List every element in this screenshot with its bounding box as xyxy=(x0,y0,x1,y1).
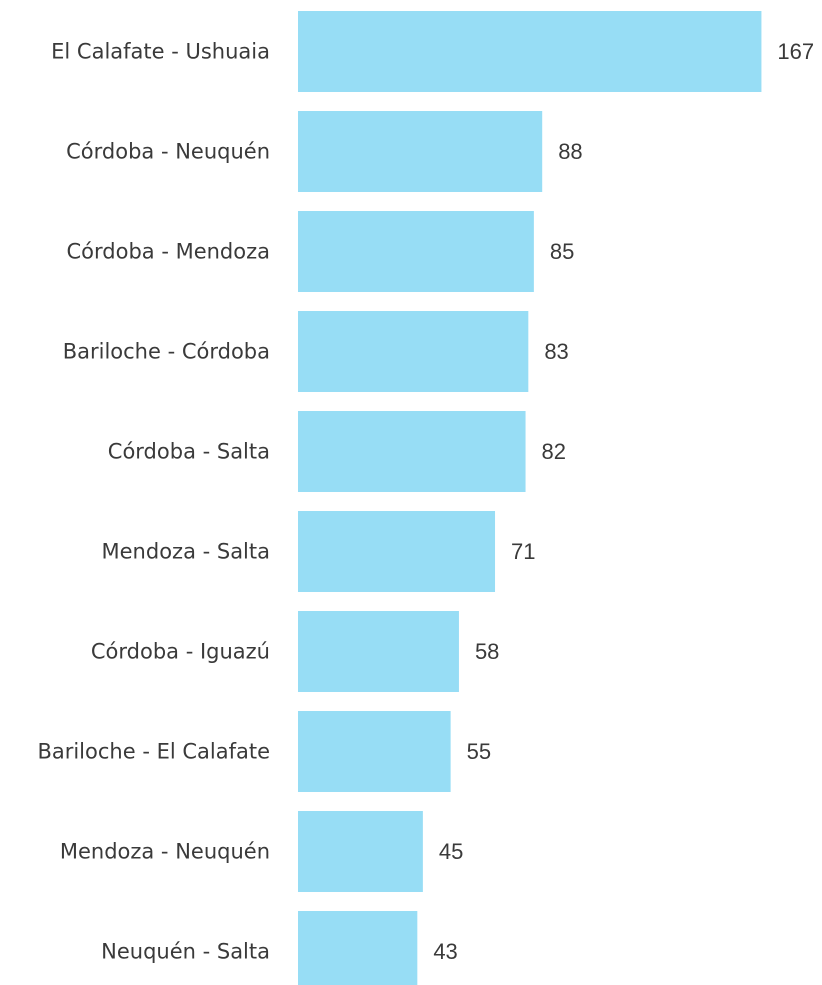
category-label: Córdoba - Salta xyxy=(108,440,270,464)
value-label: 82 xyxy=(542,439,566,464)
category-label: Bariloche - El Calafate xyxy=(37,740,270,764)
value-label: 88 xyxy=(558,139,582,164)
category-label: Córdoba - Neuquén xyxy=(66,140,270,164)
value-labels: 167 88 85 83 82 71 58 55 45 43 xyxy=(433,39,814,964)
value-label: 85 xyxy=(550,239,574,264)
value-label: 43 xyxy=(433,939,457,964)
category-labels: El Calafate - Ushuaia Córdoba - Neuquén Có… xyxy=(37,40,270,964)
bar xyxy=(298,811,423,892)
category-label: Mendoza - Neuquén xyxy=(60,840,270,864)
bar xyxy=(298,311,529,392)
value-label: 71 xyxy=(511,539,535,564)
bar xyxy=(298,411,526,492)
bar xyxy=(298,11,762,92)
value-label: 45 xyxy=(439,839,463,864)
value-label: 83 xyxy=(544,339,568,364)
category-label: Neuquén - Salta xyxy=(101,940,270,964)
value-label: 167 xyxy=(777,39,814,64)
bar xyxy=(298,511,496,592)
bar xyxy=(298,111,543,192)
category-label: Córdoba - Iguazú xyxy=(91,640,270,664)
bar xyxy=(298,911,418,985)
category-label: Bariloche - Córdoba xyxy=(63,340,270,364)
bar xyxy=(298,211,534,292)
category-label: El Calafate - Ushuaia xyxy=(51,40,270,64)
category-label: Mendoza - Salta xyxy=(102,540,270,564)
value-label: 58 xyxy=(475,639,499,664)
bar xyxy=(298,711,451,792)
bars-group xyxy=(298,11,762,985)
category-label: Córdoba - Mendoza xyxy=(67,240,271,264)
value-label: 55 xyxy=(467,739,491,764)
bar xyxy=(298,611,459,692)
